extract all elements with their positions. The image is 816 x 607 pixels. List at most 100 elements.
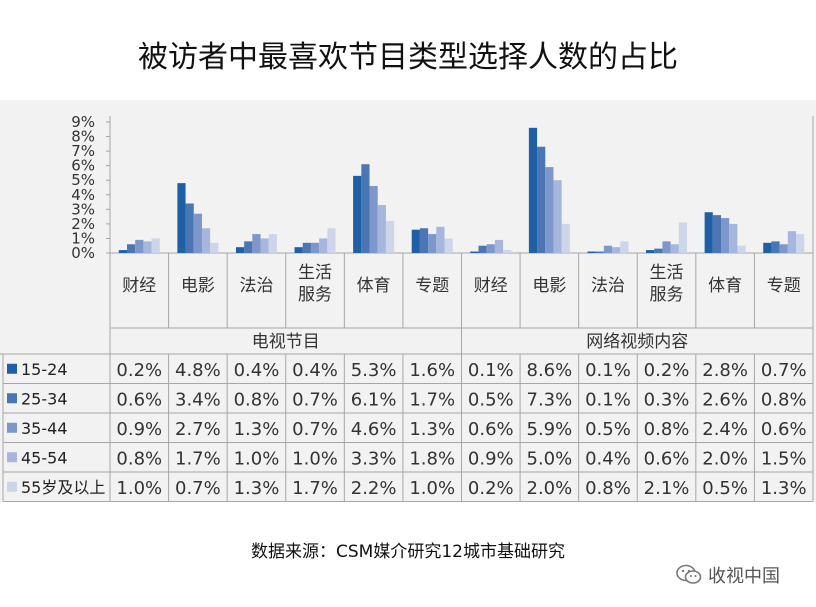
- table-cell: 5.3%: [351, 360, 397, 381]
- category-label: 服务: [650, 285, 684, 305]
- bar: [327, 228, 336, 253]
- bar: [595, 251, 604, 253]
- watermark: 收视中国: [676, 562, 780, 588]
- table-cell: 0.2%: [116, 360, 162, 381]
- bar: [545, 167, 554, 253]
- table-cell: 2.7%: [175, 419, 221, 440]
- category-label: 电影: [181, 276, 215, 296]
- bar: [494, 239, 504, 253]
- table-cell: 0.2%: [468, 478, 514, 499]
- category-label: 体育: [708, 276, 742, 296]
- legend-swatch: [7, 481, 17, 492]
- table-cell: 0.1%: [585, 389, 631, 410]
- category-label: 生活: [298, 263, 332, 283]
- table-cell: 0.6%: [468, 419, 514, 440]
- bar: [779, 244, 788, 253]
- bar: [486, 244, 495, 253]
- table-cell: 1.7%: [409, 389, 455, 410]
- bar: [670, 244, 679, 253]
- table-cell: 0.4%: [585, 448, 631, 469]
- bar: [712, 215, 722, 253]
- table-cell: 0.7%: [761, 360, 807, 381]
- legend-label: 55岁及以上: [21, 478, 105, 497]
- table-cell: 0.5%: [585, 419, 631, 440]
- bar: [201, 228, 211, 253]
- chart-title: 被访者中最喜欢节目类型选择人数的占比: [138, 40, 678, 75]
- bar: [151, 238, 160, 253]
- table-cell: 2.2%: [351, 478, 397, 499]
- bar: [678, 222, 688, 253]
- legend-swatch: [7, 363, 17, 374]
- table-cell: 1.3%: [761, 478, 807, 499]
- table-cell: 1.6%: [409, 360, 455, 381]
- bar: [193, 213, 202, 253]
- table-cell: 6.1%: [351, 389, 397, 410]
- table-cell: 1.7%: [292, 478, 338, 499]
- table-cell: 1.0%: [116, 478, 162, 499]
- bar: [737, 245, 746, 253]
- table-cell: 0.6%: [761, 419, 807, 440]
- table-cell: 1.0%: [409, 478, 455, 499]
- category-label: 生活: [650, 263, 684, 283]
- wechat-icon: [676, 564, 702, 584]
- category-label: 体育: [357, 276, 391, 296]
- table-cell: 0.3%: [644, 389, 690, 410]
- bar: [244, 241, 253, 253]
- bar: [528, 127, 538, 253]
- bar: [369, 186, 378, 253]
- bar: [361, 164, 370, 253]
- category-label: 法治: [239, 276, 273, 296]
- table-cell: 1.3%: [234, 478, 280, 499]
- bar: [603, 245, 613, 253]
- legend-label: 35-44: [21, 419, 68, 438]
- bar: [537, 146, 546, 253]
- legend-label: 15-24: [21, 360, 68, 379]
- bar: [729, 223, 738, 253]
- bar: [310, 242, 320, 253]
- bar: [787, 231, 797, 253]
- table-cell: 0.4%: [234, 360, 280, 381]
- category-label: 专题: [767, 276, 801, 296]
- bar: [235, 247, 245, 253]
- bar: [135, 239, 144, 253]
- table-cell: 1.0%: [234, 448, 280, 469]
- bar: [444, 238, 453, 253]
- y-tick-label: 7%: [71, 142, 95, 160]
- table-cell: 0.5%: [468, 389, 514, 410]
- legend-swatch: [7, 452, 17, 463]
- legend-swatch: [7, 422, 17, 433]
- bar: [143, 241, 152, 253]
- table-cell: 0.8%: [116, 448, 162, 469]
- bar: [561, 223, 570, 253]
- bar: [252, 234, 261, 253]
- y-tick-label: 0%: [71, 244, 95, 262]
- bar: [612, 247, 621, 253]
- bar: [553, 180, 562, 253]
- category-label: 财经: [474, 276, 508, 296]
- category-label: 法治: [591, 276, 625, 296]
- legend-label: 45-54: [21, 448, 68, 467]
- bar: [771, 241, 780, 253]
- table-cell: 5.0%: [527, 448, 573, 469]
- bar: [177, 183, 186, 253]
- table-cell: 2.0%: [527, 478, 573, 499]
- bar: [436, 226, 445, 253]
- table-cell: 1.8%: [409, 448, 455, 469]
- table-cell: 0.7%: [292, 419, 338, 440]
- table-cell: 3.3%: [351, 448, 397, 469]
- table-cell: 1.3%: [409, 419, 455, 440]
- bar: [118, 250, 127, 253]
- chart-background: [0, 100, 816, 502]
- table-cell: 1.7%: [175, 448, 221, 469]
- bar: [294, 247, 303, 253]
- table-cell: 0.8%: [585, 478, 631, 499]
- y-tick-label: 6%: [71, 157, 95, 175]
- table-cell: 0.8%: [761, 389, 807, 410]
- bar: [470, 251, 479, 253]
- group-label: 电视节目: [252, 332, 320, 352]
- table-cell: 7.3%: [527, 389, 573, 410]
- bar: [428, 234, 437, 253]
- bar: [260, 238, 269, 253]
- data-source-note: 数据来源：CSM媒介研究12城市基础研究: [251, 542, 565, 562]
- bar: [478, 245, 487, 253]
